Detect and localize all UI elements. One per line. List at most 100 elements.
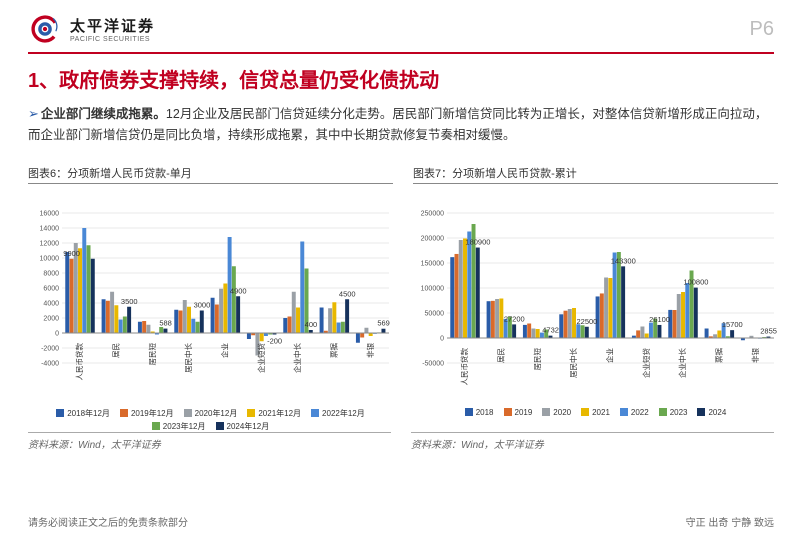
svg-text:居民短: 居民短 [147, 342, 157, 365]
legend-label: 2022年12月 [322, 408, 365, 419]
legend-item: 2023 [659, 408, 688, 417]
logo-group: 太平洋证券 PACIFIC SECURITIES [28, 12, 155, 46]
svg-text:企业中长: 企业中长 [292, 342, 302, 372]
svg-text:100800: 100800 [683, 277, 708, 286]
legend-item: 2019年12月 [120, 408, 174, 419]
legend-swatch [504, 408, 512, 416]
svg-text:26100: 26100 [649, 314, 670, 323]
svg-text:8000: 8000 [43, 270, 59, 277]
logo-icon [28, 12, 62, 46]
svg-text:143300: 143300 [611, 256, 636, 265]
legend-label: 2024 [708, 408, 726, 417]
legend-label: 2022 [631, 408, 649, 417]
header: 太平洋证券 PACIFIC SECURITIES P6 [0, 0, 802, 50]
chart6-source: 资料来源：Wind，太平洋证券 [28, 436, 391, 451]
body-paragraph: ➢企业部门继续成拖累。12月企业及居民部门信贷延续分化走势。居民部门新增信贷同比… [0, 99, 802, 149]
chart7-title: 图表7：分项新增人民币贷款-累计 [413, 165, 778, 183]
legend-label: 2020 [553, 408, 571, 417]
svg-text:10000: 10000 [40, 255, 60, 262]
legend-label: 2020年12月 [195, 408, 238, 419]
legend-swatch [542, 408, 550, 416]
legend-swatch [659, 408, 667, 416]
svg-text:人民币贷款: 人民币贷款 [459, 347, 469, 385]
svg-text:-2000: -2000 [41, 345, 59, 352]
svg-text:200000: 200000 [421, 235, 444, 242]
legend-item: 2020年12月 [184, 408, 238, 419]
svg-text:180900: 180900 [465, 237, 490, 246]
svg-text:0: 0 [55, 330, 59, 337]
svg-text:4900: 4900 [230, 286, 247, 295]
svg-text:企业: 企业 [604, 347, 614, 362]
legend-item: 2024年12月 [216, 421, 270, 432]
svg-text:14000: 14000 [40, 225, 60, 232]
legend-item: 2022年12月 [311, 408, 365, 419]
chart6-source-underline [28, 432, 391, 433]
svg-text:居民: 居民 [496, 348, 505, 363]
svg-text:居民: 居民 [111, 343, 120, 358]
legend-item: 2018 [465, 408, 494, 417]
svg-text:4732: 4732 [542, 325, 559, 334]
chart7-box: 图表7：分项新增人民币贷款-累计 -5000005000010000015000… [413, 165, 778, 432]
svg-text:4500: 4500 [339, 289, 356, 298]
footer-right: 守正 出奇 宁静 致远 [686, 514, 774, 529]
legend-label: 2024年12月 [227, 421, 270, 432]
svg-text:2000: 2000 [43, 315, 59, 322]
para-lead: 企业部门继续成拖累。 [41, 107, 166, 121]
svg-text:400: 400 [305, 320, 318, 329]
legend-label: 2021 [592, 408, 610, 417]
svg-text:票据: 票据 [714, 347, 723, 362]
svg-text:27200: 27200 [504, 314, 525, 323]
legend-swatch [120, 409, 128, 417]
chart6-box: 图表6：分项新增人民币贷款-单月 -4000-20000200040006000… [28, 165, 393, 432]
legend-item: 2024 [697, 408, 726, 417]
svg-text:3500: 3500 [121, 296, 138, 305]
legend-swatch [581, 408, 589, 416]
svg-text:企业中长: 企业中长 [677, 347, 687, 377]
legend-swatch [216, 422, 224, 430]
svg-text:2855: 2855 [760, 326, 777, 335]
svg-text:居民中长: 居民中长 [183, 342, 193, 372]
svg-text:100000: 100000 [421, 285, 444, 292]
svg-text:3000: 3000 [194, 300, 211, 309]
legend-swatch [311, 409, 319, 417]
bullet-icon: ➢ [28, 106, 39, 121]
svg-text:9900: 9900 [63, 248, 80, 257]
svg-text:非银: 非银 [365, 342, 375, 357]
svg-text:15700: 15700 [722, 320, 743, 329]
svg-text:16000: 16000 [40, 210, 60, 217]
legend-item: 2018年12月 [56, 408, 110, 419]
chart7-source-box: 资料来源：Wind，太平洋证券 [411, 432, 774, 451]
legend-item: 2019 [504, 408, 533, 417]
svg-text:588: 588 [159, 318, 172, 327]
chart7-source-underline [411, 432, 774, 433]
svg-text:居民短: 居民短 [532, 347, 542, 370]
svg-text:企业短贷: 企业短贷 [641, 347, 651, 377]
svg-text:-4000: -4000 [41, 360, 59, 367]
svg-text:0: 0 [440, 335, 444, 342]
legend-swatch [697, 408, 705, 416]
legend-swatch [152, 422, 160, 430]
svg-text:票据: 票据 [329, 342, 338, 357]
svg-text:50000: 50000 [425, 310, 445, 317]
svg-text:居民中长: 居民中长 [568, 347, 578, 377]
svg-text:非银: 非银 [750, 347, 760, 362]
chart7-source: 资料来源：Wind，太平洋证券 [411, 436, 774, 451]
legend-item: 2021年12月 [247, 408, 301, 419]
legend-label: 2019 [515, 408, 533, 417]
svg-text:6000: 6000 [43, 285, 59, 292]
brand-cn: 太平洋证券 [70, 15, 155, 36]
source-row: 资料来源：Wind，太平洋证券 资料来源：Wind，太平洋证券 [0, 432, 802, 451]
chart7-title-underline [413, 183, 778, 184]
footer: 请务必阅读正文之后的免责条款部分 守正 出奇 宁静 致远 [28, 514, 774, 529]
legend-item: 2022 [620, 408, 649, 417]
legend-swatch [56, 409, 64, 417]
brand-en: PACIFIC SECURITIES [70, 36, 155, 43]
svg-text:企业: 企业 [219, 342, 229, 357]
legend-label: 2023 [670, 408, 688, 417]
svg-text:4000: 4000 [43, 300, 59, 307]
svg-text:150000: 150000 [421, 260, 444, 267]
chart7-legend: 2018 2019 2020 2021 2022 2023 2024 [413, 408, 778, 417]
svg-text:250000: 250000 [421, 210, 444, 217]
legend-swatch [465, 408, 473, 416]
charts-row: 图表6：分项新增人民币贷款-单月 -4000-20000200040006000… [0, 149, 802, 432]
